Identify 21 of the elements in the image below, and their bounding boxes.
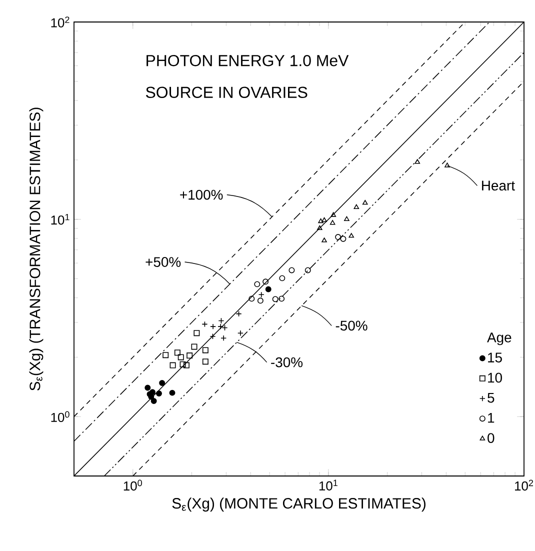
x-tick-label: 10$^{2}$	[515, 480, 534, 491]
x-tick-label: 10$^{0}$	[124, 480, 142, 491]
annotation: -30%	[271, 357, 303, 368]
y-tick-label: 10$^{2}$	[51, 16, 70, 28]
y-tick-label: 10$^{1}$	[51, 214, 70, 225]
y-tick-label: 10$^{0}$	[51, 411, 70, 422]
annotation: -50%	[336, 320, 368, 331]
legend-label: 1	[488, 413, 494, 423]
x-axis-title: S$_{ε}$(Xg) (MONTE CARLO ESTIMATES)	[172, 498, 426, 512]
x-tick-label: 10$^{1}$	[319, 480, 338, 490]
annotation: +100%	[180, 190, 223, 200]
legend-title: Age	[487, 332, 512, 346]
legend-label: 10	[488, 372, 502, 383]
annotation: +50%	[146, 257, 181, 267]
y-axis-title: S$_{ε}$(Xg) (TRANSFORMATION ESTIMATES)	[29, 108, 44, 391]
annotation: Heart	[482, 180, 515, 191]
legend-label: 0	[488, 433, 494, 443]
text: PHOTON ENERGY 1.0 MeV	[146, 54, 349, 66]
legend-label: 15	[488, 352, 502, 362]
text: SOURCE IN OVARIES	[146, 86, 308, 98]
legend-label: 5	[488, 392, 494, 403]
